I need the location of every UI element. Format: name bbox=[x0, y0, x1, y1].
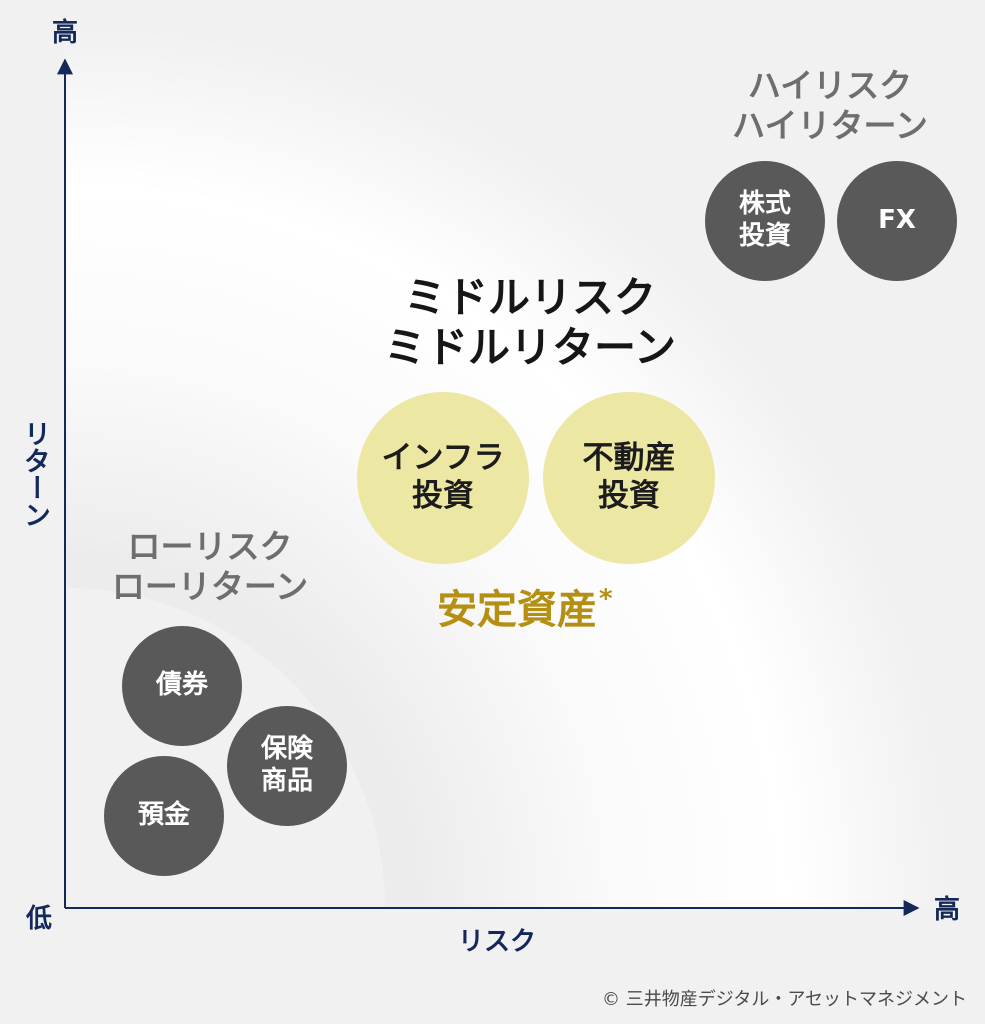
stable-assets-text: 安定資産 bbox=[437, 587, 597, 633]
bonds-bubble: 債券 bbox=[122, 626, 242, 746]
stocks-investment-bubble: 株式 投資 bbox=[705, 161, 825, 281]
low-risk-line2: ローリターン bbox=[111, 567, 309, 607]
fx-label: FX bbox=[878, 205, 916, 236]
stable-assets-asterisk: * bbox=[599, 584, 613, 614]
copyright-notice: © 三井物産デジタル・アセットマネジメント bbox=[602, 989, 967, 1010]
x-axis-high-label: 高 bbox=[934, 895, 961, 925]
deposit-bubble: 預金 bbox=[104, 756, 224, 876]
stocks-label-line1: 株式 bbox=[738, 189, 791, 220]
real-estate-investment-bubble: 不動産 投資 bbox=[543, 392, 715, 564]
insurance-label-line2: 商品 bbox=[260, 766, 313, 796]
high-risk-group-label: ハイリスク ハイリターン bbox=[700, 66, 960, 147]
x-axis-title: リスク bbox=[458, 927, 537, 957]
insurance-bubble: 保険 商品 bbox=[227, 706, 347, 826]
y-axis-title: リターン bbox=[19, 420, 50, 528]
high-risk-line2: ハイリターン bbox=[732, 106, 928, 146]
middle-risk-line1: ミドルリスク bbox=[403, 273, 656, 322]
low-risk-group-label: ローリスク ローリターン bbox=[80, 527, 340, 608]
middle-risk-group-label: ミドルリスク ミドルリターン bbox=[330, 273, 730, 374]
stable-assets-label: 安定資産* bbox=[437, 586, 613, 633]
y-axis-high-label: 高 bbox=[52, 18, 79, 48]
origin-low-label: 低 bbox=[26, 904, 53, 934]
low-risk-line1: ローリスク bbox=[127, 527, 293, 566]
real-estate-label-line1: 不動産 bbox=[582, 440, 676, 477]
bonds-label: 債券 bbox=[155, 670, 208, 701]
middle-risk-line2: ミドルリターン bbox=[384, 323, 676, 373]
infra-investment-bubble: インフラ 投資 bbox=[357, 392, 529, 564]
fx-bubble: FX bbox=[837, 161, 957, 281]
infra-label-line1: インフラ bbox=[381, 440, 505, 477]
deposit-label: 預金 bbox=[137, 800, 190, 831]
stocks-label-line2: 投資 bbox=[738, 221, 791, 251]
infra-label-line2: 投資 bbox=[412, 478, 474, 514]
high-risk-line1: ハイリスク bbox=[747, 66, 913, 105]
insurance-label-line1: 保険 bbox=[260, 734, 313, 765]
real-estate-label-line2: 投資 bbox=[598, 478, 660, 514]
